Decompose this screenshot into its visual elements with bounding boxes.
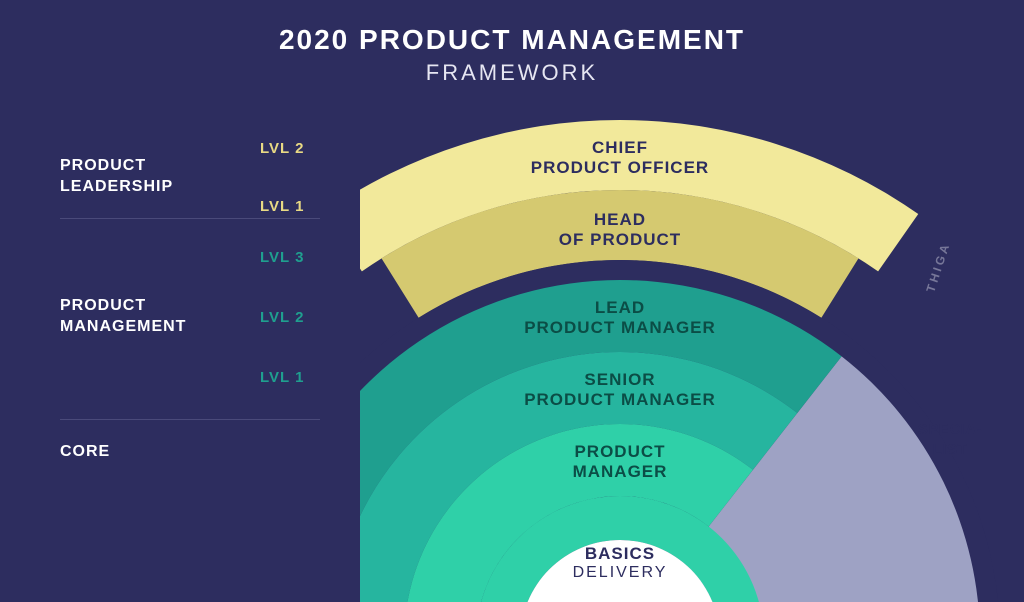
legend-group-management: PRODUCT MANAGEMENT LVL 3 LVL 2 LVL 1 [60,219,320,419]
arc-svg [360,0,1024,602]
legend-level: LVL 1 [260,198,320,215]
legend-row: PRODUCT MANAGEMENT LVL 3 LVL 2 LVL 1 [60,227,320,407]
legend-label-line: PRODUCT [60,157,146,174]
legend-group-label: CORE [60,442,200,463]
legend-level: LVL 2 [260,140,320,157]
legend-row: CORE [60,428,320,476]
legend-label-line: LEADERSHIP [60,178,173,195]
legend-label-line: CORE [60,443,110,460]
legend-group-core: CORE [60,420,320,488]
legend: PRODUCT LEADERSHIP LVL 2 LVL 1 PRODUCT M… [60,140,320,488]
framework-canvas: 2020 PRODUCT MANAGEMENT FRAMEWORK PRODUC… [0,0,1024,602]
legend-level: LVL 1 [260,369,320,386]
legend-group-leadership: PRODUCT LEADERSHIP LVL 2 LVL 1 [60,140,320,218]
legend-level: LVL 2 [260,309,320,326]
legend-label-line: PRODUCT [60,297,146,314]
legend-row: PRODUCT LEADERSHIP LVL 2 LVL 1 [60,148,320,206]
legend-group-label: PRODUCT MANAGEMENT [60,296,200,338]
legend-group-label: PRODUCT LEADERSHIP [60,156,200,198]
arc-label-line: SPECIA- [918,421,982,438]
arc-label-line: LIST [933,441,968,458]
legend-label-line: MANAGEMENT [60,318,186,335]
arc-label-specialist: SPECIA- LIST [910,420,990,459]
legend-level: LVL 3 [260,249,320,266]
arc-diagram: CHIEF PRODUCT OFFICER HEAD OF PRODUCT LE… [360,0,1024,602]
